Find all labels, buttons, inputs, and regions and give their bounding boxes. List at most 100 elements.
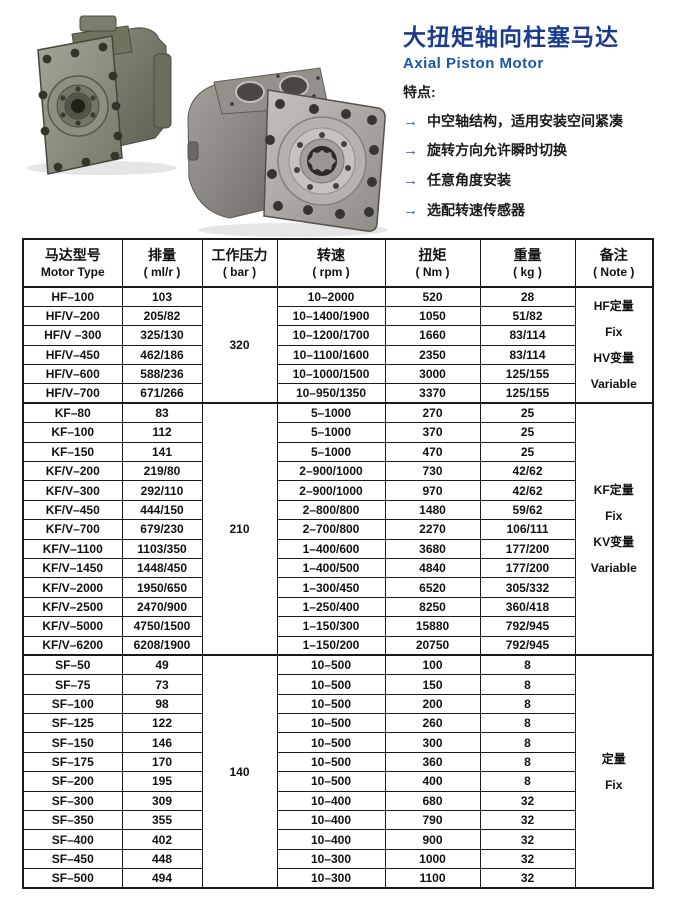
cell-torque: 300 [384, 732, 481, 753]
cell-model: KF/V–5000 [22, 616, 123, 637]
product-photo-front-flange [27, 15, 177, 175]
cell-torque: 4840 [384, 557, 481, 579]
cell-torque: 1000 [384, 848, 481, 870]
cell-model: HF/V–200 [22, 305, 123, 327]
arrow-icon: → [403, 201, 418, 219]
table-row: KF–150 141 5–1000 470 25 [22, 441, 653, 463]
cell-speed: 2–700/800 [276, 519, 386, 540]
cell-displacement: 6208/1900 [121, 635, 203, 656]
cell-weight: 792/945 [479, 635, 576, 656]
cell-speed: 10–500 [276, 713, 386, 734]
spec-table-body: HF–100 103 320 10–2000 520 28 HF定量 Fix HV变量 Varia… [22, 286, 654, 889]
cell-displacement: 325/130 [121, 325, 203, 346]
cell-torque: 520 [384, 286, 481, 307]
cell-torque: 680 [384, 790, 481, 812]
cell-model: KF/V–1450 [22, 557, 123, 579]
cell-speed: 10–500 [276, 771, 386, 792]
cell-model: KF/V–200 [22, 461, 123, 482]
cell-torque: 400 [384, 771, 481, 792]
cell-weight: 8 [479, 654, 576, 676]
cell-displacement: 494 [121, 868, 203, 889]
cell-torque: 260 [384, 713, 481, 734]
table-row: SF–350 355 10–400 790 32 [22, 810, 653, 831]
cell-weight: 360/418 [479, 596, 576, 618]
cell-weight: 8 [479, 732, 576, 753]
cell-torque: 470 [384, 441, 481, 463]
cell-model: HF–100 [22, 286, 123, 307]
feature-item: → 任意角度安装 [403, 172, 663, 191]
feature-item: → 旋转方向允许瞬时切换 [403, 142, 663, 161]
cell-weight: 8 [479, 751, 576, 773]
cell-speed: 1–250/400 [276, 596, 386, 618]
table-row: SF–400 402 10–400 900 32 [22, 829, 653, 850]
cell-torque: 790 [384, 810, 481, 831]
table-row: SF–100 98 10–500 200 8 [22, 693, 653, 715]
cell-weight: 83/114 [479, 344, 576, 366]
cell-torque: 3370 [384, 383, 481, 404]
table-row: HF/V–200 205/82 10–1400/1900 1050 51/82 [22, 305, 653, 327]
cell-displacement: 112 [121, 422, 203, 443]
cell-pressure: 140 [201, 654, 278, 889]
cell-displacement: 141 [121, 441, 203, 463]
feature-text: 中空轴结构，适用安装空间紧凑 [427, 112, 623, 129]
cell-torque: 100 [384, 654, 481, 676]
cell-speed: 2–900/1000 [276, 480, 386, 501]
cell-torque: 2270 [384, 519, 481, 540]
cell-model: SF–75 [22, 674, 123, 695]
table-row: HF/V–450 462/186 10–1100/1600 2350 83/114 [22, 344, 653, 366]
cell-displacement: 2470/900 [121, 596, 203, 618]
cell-speed: 1–300/450 [276, 577, 386, 598]
cell-torque: 3680 [384, 538, 481, 559]
cell-torque: 6520 [384, 577, 481, 598]
table-row: KF/V–300 292/110 2–900/1000 970 42/62 [22, 480, 653, 501]
cell-speed: 5–1000 [276, 422, 386, 443]
column-header-4: 扭矩( Nm ) [384, 238, 481, 288]
cell-weight: 8 [479, 674, 576, 695]
cell-model: SF–150 [22, 732, 123, 753]
cell-weight: 792/945 [479, 616, 576, 637]
cell-displacement: 205/82 [121, 305, 203, 327]
cell-weight: 59/62 [479, 499, 576, 521]
cell-model: SF–350 [22, 810, 123, 831]
feature-item: → 中空轴结构，适用安装空间紧凑 [403, 113, 663, 132]
table-row: SF–75 73 10–500 150 8 [22, 674, 653, 695]
cell-speed: 10–950/1350 [276, 383, 386, 404]
cell-speed: 5–1000 [276, 441, 386, 463]
cell-model: SF–100 [22, 693, 123, 715]
feature-text: 旋转方向允许瞬时切换 [427, 142, 567, 159]
table-row: SF–300 309 10–400 680 32 [22, 790, 653, 812]
cell-speed: 10–500 [276, 674, 386, 695]
cell-weight: 25 [479, 441, 576, 463]
cell-speed: 10–500 [276, 654, 386, 676]
cell-speed: 5–1000 [276, 402, 386, 424]
table-row: KF/V–2000 1950/650 1–300/450 6520 305/332 [22, 577, 653, 598]
cell-model: SF–50 [22, 654, 123, 676]
cell-torque: 900 [384, 829, 481, 850]
cell-speed: 10–400 [276, 810, 386, 831]
page-title-en: Axial Piston Motor [403, 54, 544, 72]
cell-weight: 32 [479, 868, 576, 889]
product-photo-side-flange [187, 67, 388, 237]
cell-weight: 25 [479, 402, 576, 424]
cell-model: HF/V –300 [22, 325, 123, 346]
cell-displacement: 402 [121, 829, 203, 850]
cell-displacement: 219/80 [121, 461, 203, 482]
cell-torque: 270 [384, 402, 481, 424]
column-header-6: 备注( Note ) [574, 238, 654, 288]
cell-model: KF/V–2000 [22, 577, 123, 598]
cell-speed: 10–500 [276, 693, 386, 715]
cell-torque: 360 [384, 751, 481, 773]
cell-speed: 1–400/600 [276, 538, 386, 559]
cell-speed: 10–400 [276, 829, 386, 850]
table-row: KF–80 83 210 5–1000 270 25 KF定量 Fix KV变量 Variable [22, 402, 654, 656]
table-row: SF–50 49 140 10–500 100 8 定量 Fix [22, 654, 654, 889]
cell-weight: 42/62 [479, 461, 576, 482]
table-row: SF–150 146 10–500 300 8 [22, 732, 653, 753]
cell-model: SF–500 [22, 868, 123, 889]
cell-model: KF/V–700 [22, 519, 123, 540]
cell-speed: 10–500 [276, 732, 386, 753]
cell-weight: 125/155 [479, 364, 576, 385]
cell-torque: 730 [384, 461, 481, 482]
cell-model: SF–200 [22, 771, 123, 792]
cell-weight: 305/332 [479, 577, 576, 598]
